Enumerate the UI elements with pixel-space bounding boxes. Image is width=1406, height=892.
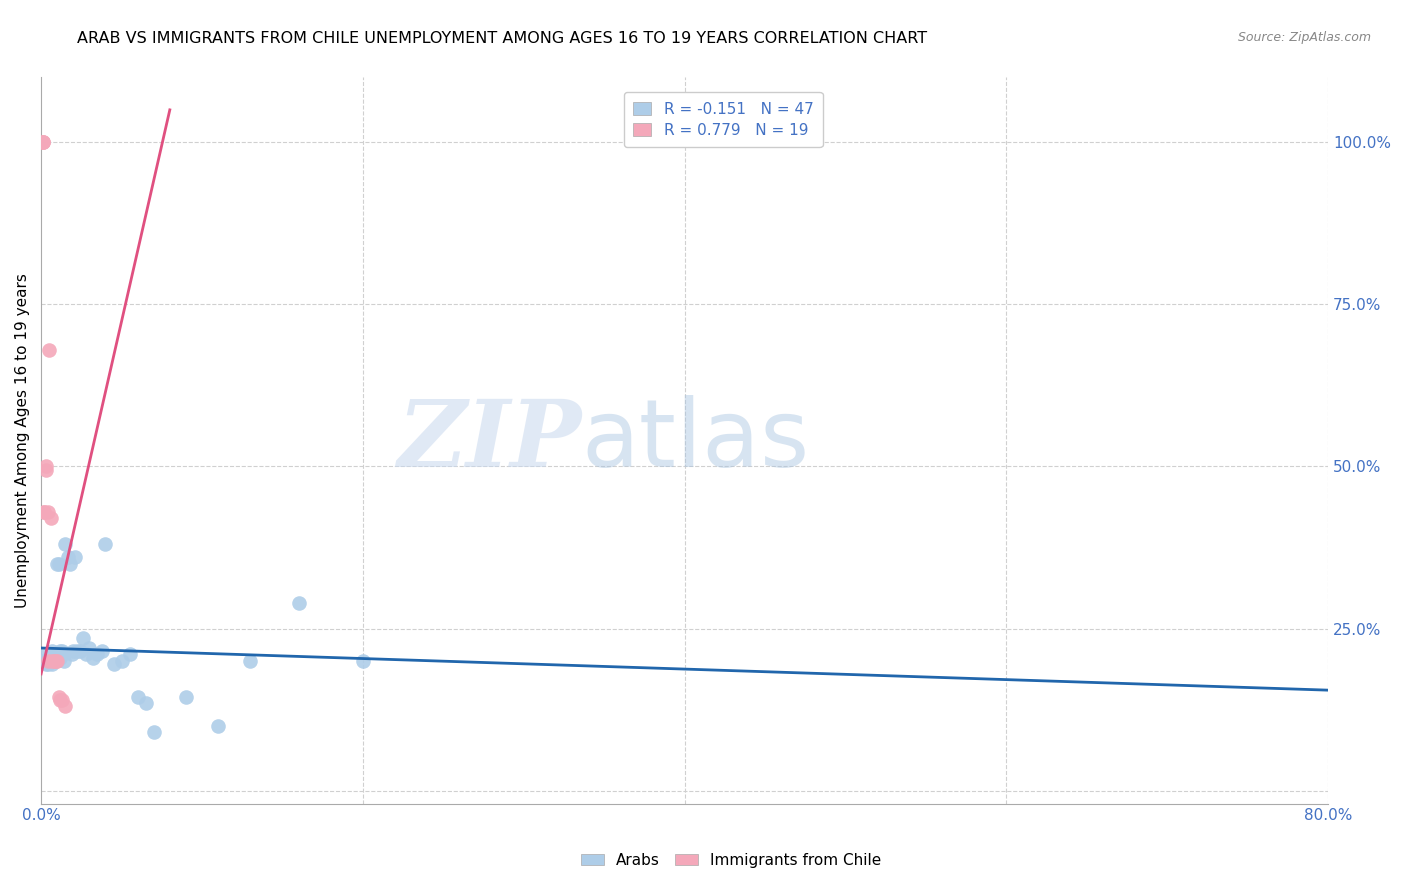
Point: [31, 136, 53, 150]
Point: [49, 650, 72, 665]
Point: [48, 557, 70, 571]
Point: [41, 654, 63, 668]
Point: [45, 648, 67, 662]
Point: [31, 136, 53, 150]
Point: [37, 505, 59, 519]
Point: [42, 654, 65, 668]
Point: [49, 644, 72, 658]
Point: [38, 343, 60, 357]
Text: Source: ZipAtlas.com: Source: ZipAtlas.com: [1237, 31, 1371, 45]
Text: atlas: atlas: [582, 394, 810, 486]
Point: [37, 654, 59, 668]
Point: [91, 644, 114, 658]
Point: [34, 505, 56, 519]
Point: [35, 657, 58, 672]
Point: [69, 644, 91, 658]
Point: [37, 654, 59, 668]
Point: [75, 648, 97, 662]
Point: [82, 650, 104, 665]
Point: [42, 654, 65, 668]
Point: [52, 654, 75, 668]
Point: [51, 693, 73, 707]
Point: [59, 557, 82, 571]
Point: [63, 550, 86, 565]
Legend: Arabs, Immigrants from Chile: Arabs, Immigrants from Chile: [575, 847, 887, 873]
Point: [39, 511, 62, 525]
Point: [86, 648, 108, 662]
Point: [48, 690, 70, 704]
Point: [72, 632, 94, 646]
Point: [352, 654, 374, 668]
Point: [38, 650, 60, 665]
Point: [35, 463, 58, 477]
Point: [110, 654, 132, 668]
Point: [51, 644, 73, 658]
Point: [34, 505, 56, 519]
Point: [49, 693, 72, 707]
Point: [31, 136, 53, 150]
Point: [65, 644, 87, 658]
Legend: R = -0.151   N = 47, R = 0.779   N = 19: R = -0.151 N = 47, R = 0.779 N = 19: [624, 93, 823, 147]
Point: [142, 725, 165, 739]
Point: [42, 654, 65, 668]
Point: [239, 654, 262, 668]
Point: [46, 557, 69, 571]
Point: [135, 696, 157, 710]
Point: [41, 657, 63, 672]
Point: [174, 690, 197, 704]
Text: ZIP: ZIP: [398, 395, 582, 485]
Point: [287, 596, 309, 610]
Point: [207, 719, 229, 733]
Point: [46, 654, 69, 668]
Point: [60, 648, 83, 662]
Point: [35, 648, 58, 662]
Point: [53, 537, 76, 551]
Point: [62, 644, 84, 658]
Point: [41, 644, 63, 658]
Point: [58, 550, 80, 565]
Point: [45, 654, 67, 668]
Point: [79, 640, 101, 655]
Point: [31, 654, 53, 668]
Point: [37, 657, 59, 672]
Point: [127, 690, 149, 704]
Point: [39, 650, 62, 665]
Point: [94, 537, 117, 551]
Y-axis label: Unemployment Among Ages 16 to 19 years: Unemployment Among Ages 16 to 19 years: [15, 273, 30, 608]
Point: [53, 699, 76, 714]
Point: [34, 654, 56, 668]
Point: [103, 657, 125, 672]
Point: [39, 654, 62, 668]
Point: [118, 648, 141, 662]
Point: [35, 459, 58, 474]
Text: ARAB VS IMMIGRANTS FROM CHILE UNEMPLOYMENT AMONG AGES 16 TO 19 YEARS CORRELATION: ARAB VS IMMIGRANTS FROM CHILE UNEMPLOYME…: [77, 31, 928, 46]
Point: [38, 654, 60, 668]
